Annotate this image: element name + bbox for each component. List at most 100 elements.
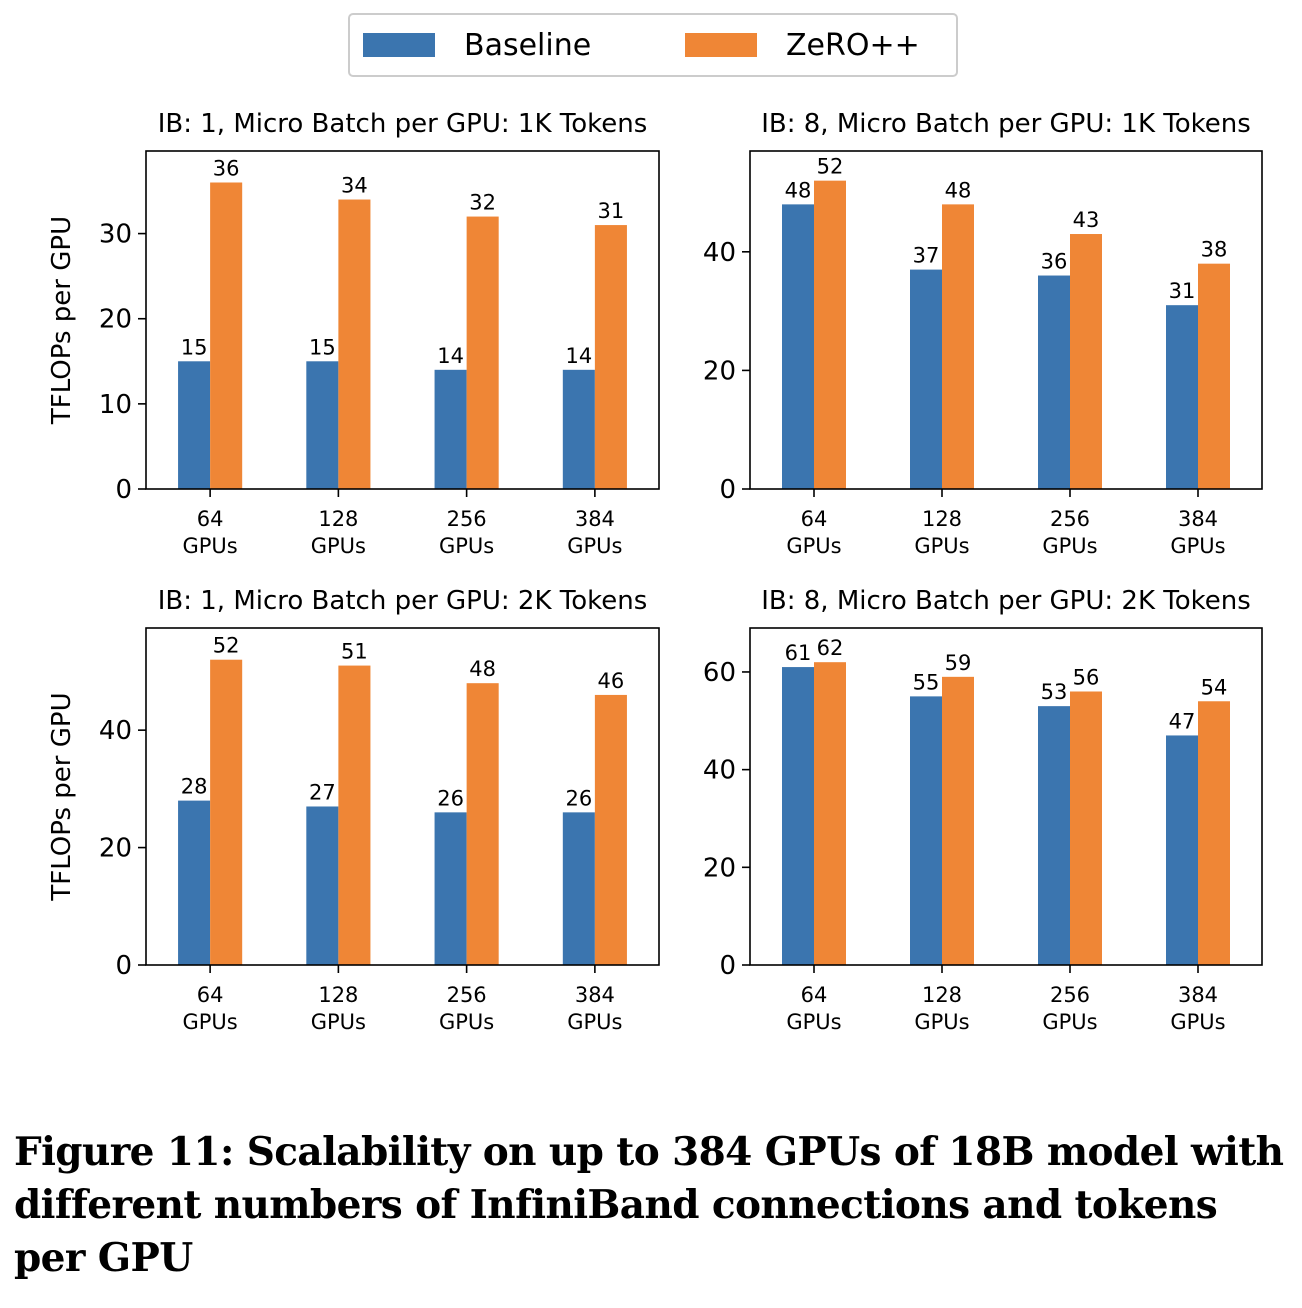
x-tick-label: 384 (1178, 507, 1218, 531)
bar-baseline (306, 361, 339, 489)
x-tick-label: 64 (801, 983, 828, 1007)
data-label: 51 (341, 640, 368, 664)
y-axis-label: TFLOPs per GPU (47, 692, 77, 901)
y-tick-label: 20 (703, 356, 736, 386)
bar-baseline (178, 361, 211, 489)
y-tick-label: 40 (703, 756, 736, 786)
x-tick-label: 128 (318, 507, 358, 531)
x-tick-label: GPUs (439, 534, 494, 558)
bar-zeropp (1070, 234, 1102, 489)
data-label: 34 (341, 174, 368, 198)
data-label: 38 (1201, 238, 1228, 262)
legend-label: Baseline (464, 28, 591, 63)
data-label: 14 (437, 344, 464, 368)
bar-baseline (562, 812, 595, 965)
bar-zeropp (1070, 691, 1102, 965)
x-tick-label: GPUs (1042, 1010, 1097, 1034)
bar-zeropp (594, 694, 627, 965)
y-tick-label: 20 (703, 853, 736, 883)
data-label: 52 (213, 634, 240, 658)
x-tick-label: GPUs (183, 1010, 238, 1034)
bar-zeropp (466, 683, 499, 965)
bar-zeropp (210, 182, 243, 489)
bar-zeropp (594, 225, 627, 489)
x-tick-label: GPUs (1170, 1010, 1225, 1034)
data-label: 55 (913, 670, 940, 694)
bar-baseline (1166, 735, 1198, 965)
y-tick-label: 0 (115, 951, 132, 981)
x-tick-label: GPUs (567, 1010, 622, 1034)
legend-swatch (685, 33, 757, 57)
y-tick-label: 30 (99, 220, 132, 250)
data-label: 15 (181, 335, 208, 359)
y-tick-label: 20 (99, 834, 132, 864)
bar-zeropp (210, 659, 243, 965)
bar-zeropp (1198, 263, 1230, 489)
plot-frame (749, 150, 1263, 490)
x-tick-label: 384 (575, 507, 615, 531)
data-label: 59 (945, 651, 972, 675)
x-tick-label: GPUs (1042, 534, 1097, 558)
x-tick-label: 64 (197, 983, 224, 1007)
bar-baseline (178, 800, 211, 965)
bar-baseline (562, 369, 595, 489)
data-label: 43 (1073, 208, 1100, 232)
x-tick-label: GPUs (439, 1010, 494, 1034)
plot-frame (749, 627, 1263, 966)
x-tick-label: GPUs (1170, 534, 1225, 558)
x-tick-label: 256 (1050, 507, 1090, 531)
bar-baseline (782, 204, 814, 490)
x-tick-label: 384 (1178, 983, 1218, 1007)
data-label: 48 (945, 178, 972, 202)
y-tick-label: 20 (99, 305, 132, 335)
y-tick-label: 0 (719, 475, 736, 505)
bar-zeropp (466, 216, 499, 489)
data-label: 36 (213, 157, 240, 181)
bar-baseline (782, 667, 814, 965)
y-tick-label: 40 (703, 238, 736, 268)
bar-baseline (306, 806, 339, 965)
bar-baseline (434, 369, 467, 489)
data-label: 14 (565, 344, 592, 368)
y-tick-label: 40 (99, 716, 132, 746)
data-label: 48 (469, 657, 496, 681)
data-label: 62 (817, 636, 844, 660)
bar-zeropp (814, 180, 846, 490)
x-tick-label: GPUs (914, 534, 969, 558)
data-label: 27 (309, 780, 336, 804)
figure-caption: Figure 11: Scalability on up to 384 GPUs… (14, 1129, 1284, 1281)
data-label: 28 (181, 775, 208, 799)
data-label: 53 (1041, 680, 1068, 704)
bar-zeropp (942, 676, 974, 965)
bar-baseline (910, 269, 942, 489)
x-tick-label: 128 (922, 983, 962, 1007)
data-label: 31 (598, 199, 625, 223)
y-axis-label: TFLOPs per GPU (47, 216, 77, 425)
data-label: 61 (785, 641, 812, 665)
legend-box (348, 13, 958, 77)
chart-title: IB: 1, Micro Batch per GPU: 1K Tokens (158, 109, 648, 139)
bar-baseline (434, 812, 467, 965)
figure: Baseline ZeRO++ IB: 1, Micro Batch per GPU… (47, 13, 1263, 1034)
data-label: 48 (785, 178, 812, 202)
x-tick-label: GPUs (311, 1010, 366, 1034)
bar-zeropp (338, 199, 371, 489)
chart-title: IB: 8, Micro Batch per GPU: 2K Tokens (761, 586, 1251, 616)
bar-baseline (1038, 275, 1070, 489)
bar-zeropp (1198, 701, 1230, 965)
chart-title: IB: 1, Micro Batch per GPU: 2K Tokens (158, 586, 648, 616)
data-label: 31 (1169, 279, 1196, 303)
x-tick-label: GPUs (567, 534, 622, 558)
legend-label: ZeRO++ (786, 28, 920, 63)
y-tick-label: 10 (99, 390, 132, 420)
data-label: 26 (565, 786, 592, 810)
data-label: 36 (1041, 250, 1068, 274)
bar-baseline (1166, 305, 1198, 489)
data-label: 47 (1169, 709, 1196, 733)
x-tick-label: 64 (197, 507, 224, 531)
x-tick-label: GPUs (311, 534, 366, 558)
x-tick-label: 256 (447, 983, 487, 1007)
legend-swatch (363, 33, 435, 57)
x-tick-label: 64 (801, 507, 828, 531)
x-tick-label: 128 (318, 983, 358, 1007)
